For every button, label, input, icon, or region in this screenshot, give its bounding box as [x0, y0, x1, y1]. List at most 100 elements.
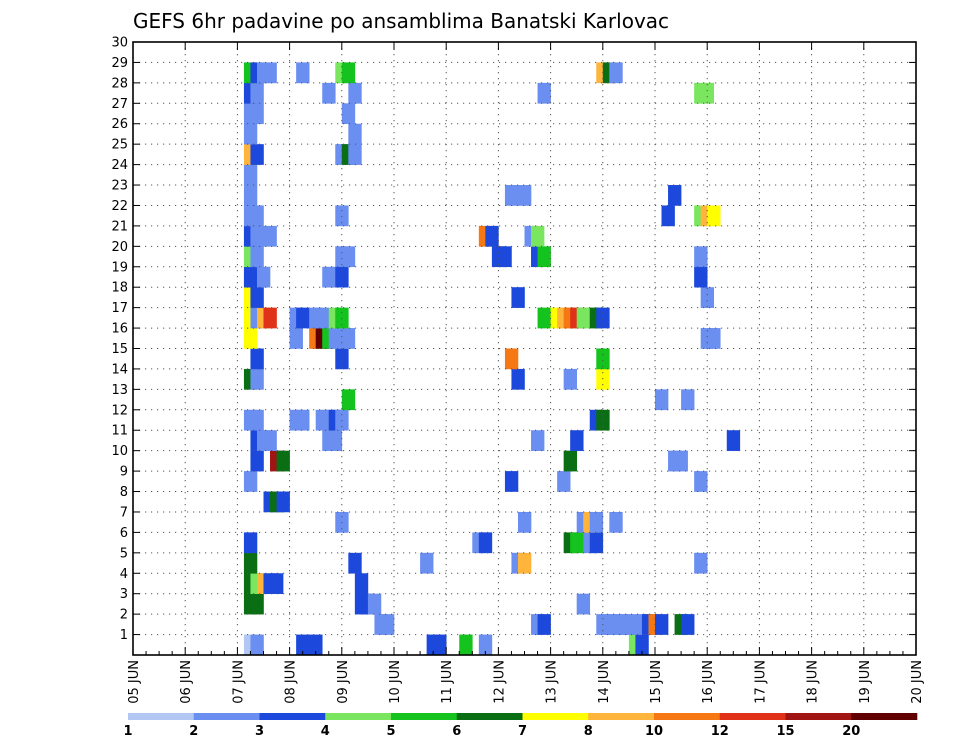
y-tick-label: 19	[111, 260, 128, 275]
heatmap-cell	[341, 246, 356, 268]
heatmap-cell	[498, 246, 512, 268]
y-tick-label: 25	[111, 138, 128, 153]
heatmap-cells	[243, 62, 741, 656]
x-tick-label: 07 JUN	[231, 660, 246, 704]
heatmap-cell	[335, 348, 349, 370]
colorbar-swatch	[325, 713, 392, 720]
colorbar-swatch	[851, 713, 918, 720]
heatmap-cell	[504, 185, 519, 206]
heatmap-cell	[589, 532, 604, 554]
heatmap-cell	[433, 634, 447, 656]
heatmap-cell	[243, 552, 258, 574]
x-tick-label: 14 JUN	[597, 660, 612, 704]
y-tick-label: 24	[111, 158, 128, 173]
heatmap-cell	[276, 491, 290, 513]
y-tick-label: 20	[111, 240, 128, 255]
heatmap-cell	[511, 368, 525, 390]
heatmap-cell	[263, 430, 277, 451]
x-tick-label: 15 JUN	[649, 660, 664, 704]
x-tick-label: 18 JUN	[806, 660, 821, 704]
heatmap-cell	[707, 328, 721, 349]
colorbar-swatch	[785, 713, 852, 720]
heatmap-cell	[250, 450, 264, 472]
heatmap-cell	[589, 511, 604, 533]
x-tick-label: 16 JUN	[701, 660, 716, 704]
colorbar-tick-label: 4	[321, 724, 330, 739]
heatmap-cell	[537, 614, 551, 635]
heatmap-cell	[348, 144, 362, 165]
y-tick-label: 14	[111, 362, 128, 377]
heatmap-cell	[478, 634, 493, 656]
heatmap-cell	[341, 103, 356, 125]
heatmap-cell	[380, 614, 395, 635]
heatmap-cell	[250, 593, 264, 615]
heatmap-cell	[694, 471, 708, 492]
heatmap-cell	[726, 430, 741, 451]
y-tick-label: 4	[120, 567, 128, 582]
heatmap-cell	[250, 287, 264, 308]
heatmap-cell	[250, 368, 264, 390]
heatmap-cell	[341, 389, 356, 411]
heatmap-cell	[622, 614, 636, 635]
heatmap-cell	[243, 185, 258, 206]
y-tick-label: 1	[120, 628, 128, 643]
colorbar-tick-label: 7	[518, 724, 527, 739]
heatmap-cell	[504, 471, 519, 492]
colorbar-swatch	[719, 713, 786, 720]
heatmap-cell	[707, 205, 721, 227]
heatmap-cell	[537, 307, 551, 329]
heatmap-cell	[504, 348, 519, 370]
heatmap-cell	[296, 62, 310, 84]
heatmap-cell	[243, 328, 258, 349]
heatmap-cell	[681, 389, 695, 411]
colorbar-swatch	[588, 713, 655, 720]
y-tick-label: 18	[111, 281, 128, 296]
heatmap-cell	[517, 552, 532, 574]
heatmap-cell	[700, 82, 715, 104]
heatmap-cell	[570, 430, 584, 451]
y-tick-label: 10	[111, 444, 128, 459]
y-tick-label: 7	[120, 505, 128, 520]
heatmap-cell	[596, 368, 610, 390]
x-tick-label: 08 JUN	[284, 660, 299, 704]
heatmap-cell	[700, 287, 715, 308]
heatmap-cell	[668, 185, 682, 206]
y-tick-label: 12	[111, 403, 128, 418]
colorbar-swatch	[456, 713, 523, 720]
heatmap-cell	[635, 634, 649, 656]
heatmap-cell	[243, 471, 258, 492]
heatmap-cell	[296, 634, 310, 656]
x-tick-label: 05 JUN	[127, 660, 142, 704]
heatmap-cell	[250, 205, 264, 227]
heatmap-cell	[681, 614, 695, 635]
x-tick-label: 10 JUN	[388, 660, 403, 704]
colorbar: 1 2 3 4 5 6 7 8 10 12 15 20	[123, 713, 918, 739]
y-tick-label: 17	[111, 301, 128, 316]
y-tick-label: 5	[120, 546, 128, 561]
colorbar-tick-label: 1	[123, 724, 132, 739]
y-tick-label: 30	[111, 36, 128, 51]
heatmap-cell	[296, 307, 310, 329]
heatmap-cell	[276, 450, 290, 472]
heatmap-cell	[570, 532, 584, 554]
dotted-grid	[133, 42, 916, 655]
heatmap-cell	[367, 593, 382, 615]
heatmap-cell	[250, 144, 264, 165]
heatmap-cell	[609, 511, 623, 533]
heatmap-cell	[537, 246, 551, 268]
heatmap-cell	[296, 409, 310, 431]
x-tick-label: 12 JUN	[492, 660, 507, 704]
heatmap-cell	[328, 430, 343, 451]
heatmap-cell	[485, 225, 499, 247]
heatmap-cell	[263, 225, 277, 247]
colorbar-swatch	[522, 713, 589, 720]
y-tick-label: 16	[111, 322, 128, 337]
heatmap-cell	[335, 205, 349, 227]
heatmap-cell	[250, 103, 264, 125]
y-tick-label: 9	[120, 465, 128, 480]
heatmap-cell	[348, 123, 362, 145]
heatmap-cell	[609, 62, 623, 84]
colorbar-tick-label: 6	[452, 724, 461, 739]
heatmap-cell	[322, 266, 336, 288]
x-tick-label: 09 JUN	[336, 660, 351, 704]
